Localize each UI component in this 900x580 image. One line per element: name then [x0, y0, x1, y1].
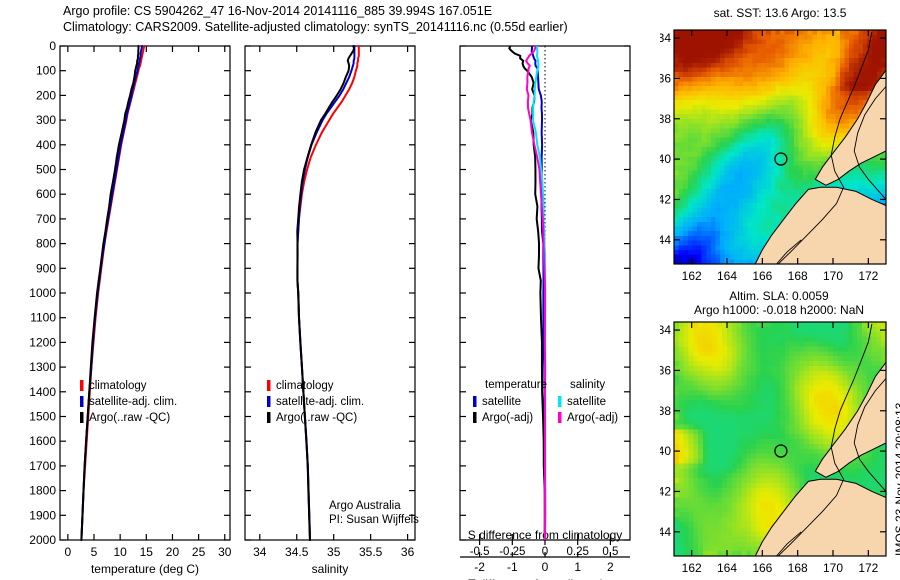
difference-profile-plot: -2 -1 0 1 2 T difference from climatology -0.5…	[459, 45, 631, 580]
figure-title-line2: Climatology: CARS2009. Satellite-adjuste…	[63, 20, 568, 34]
svg-text:166: 166	[752, 269, 772, 283]
svg-text:-36: -36	[660, 71, 671, 85]
svg-text:-38: -38	[660, 112, 671, 126]
svg-text:1900: 1900	[29, 508, 56, 522]
svg-text:5: 5	[91, 545, 98, 559]
svg-text:600: 600	[36, 187, 56, 201]
sst-map: 162 164 166 168 170 172 -34 -36 -38 -40 -42 -44	[660, 29, 887, 283]
svg-text:162: 162	[682, 269, 702, 283]
svg-text:-44: -44	[660, 525, 671, 539]
svg-text:-0.5: -0.5	[470, 546, 490, 558]
svg-text:temperature (deg C): temperature (deg C)	[91, 562, 199, 576]
svg-text:172: 172	[858, 561, 878, 575]
sla-map: 162 164 166 168 170 172 -34 -36 -38 -40 -42 -44	[660, 321, 887, 575]
svg-text:PI: Susan Wijffels: PI: Susan Wijffels	[329, 514, 419, 526]
svg-text:400: 400	[36, 138, 56, 152]
svg-text:35: 35	[327, 545, 341, 559]
svg-text:1700: 1700	[29, 459, 56, 473]
svg-text:1: 1	[574, 560, 581, 574]
figure-title-line1: Argo profile: CS 5904262_47 16-Nov-2014 …	[63, 4, 493, 18]
svg-text:20: 20	[166, 545, 180, 559]
svg-text:satellite-adj. clim.: satellite-adj. clim.	[89, 396, 177, 408]
svg-text:0: 0	[542, 546, 548, 558]
svg-text:34.5: 34.5	[285, 545, 309, 559]
svg-text:Argo(..raw -QC): Argo(..raw -QC)	[276, 412, 357, 424]
svg-text:900: 900	[36, 261, 56, 275]
svg-text:700: 700	[36, 212, 56, 226]
svg-text:1200: 1200	[29, 335, 56, 349]
svg-text:2000: 2000	[29, 533, 56, 547]
svg-text:-44: -44	[660, 233, 671, 247]
svg-text:satellite-adj. clim.: satellite-adj. clim.	[276, 396, 364, 408]
svg-text:Argo Australia: Argo Australia	[329, 500, 401, 512]
svg-text:500: 500	[36, 163, 56, 177]
svg-text:-38: -38	[660, 404, 671, 418]
sla-map-title-line2: Argo h1000: -0.018 h2000: NaN	[693, 303, 865, 317]
svg-text:15: 15	[140, 545, 154, 559]
svg-text:Argo(-adj): Argo(-adj)	[482, 412, 533, 424]
svg-text:0.5: 0.5	[602, 546, 618, 558]
svg-text:100: 100	[36, 64, 56, 78]
svg-text:162: 162	[682, 561, 702, 575]
svg-text:-40: -40	[660, 444, 671, 458]
svg-text:temperature: temperature	[485, 379, 547, 391]
svg-text:10: 10	[113, 545, 127, 559]
svg-text:800: 800	[36, 237, 56, 251]
svg-text:1600: 1600	[29, 434, 56, 448]
svg-text:1000: 1000	[29, 286, 56, 300]
svg-text:-36: -36	[660, 363, 671, 377]
svg-text:168: 168	[788, 269, 808, 283]
svg-text:-0.25: -0.25	[499, 546, 525, 558]
svg-text:0.25: 0.25	[566, 546, 588, 558]
svg-text:salinity: salinity	[312, 562, 349, 576]
svg-text:1800: 1800	[29, 484, 56, 498]
svg-text:164: 164	[717, 269, 737, 283]
svg-text:25: 25	[192, 545, 206, 559]
sst-map-title: sat. SST: 13.6 Argo: 13.5	[713, 6, 847, 20]
svg-text:172: 172	[858, 269, 878, 283]
imos-credit: IMOS 23-Nov-2014 20:08:13	[893, 402, 900, 556]
svg-text:-42: -42	[660, 484, 671, 498]
salinity-profile-plot: 34 34.5 35 35.5 36 salinity climatology satelli…	[244, 45, 419, 576]
svg-text:climatology: climatology	[89, 380, 147, 392]
svg-text:170: 170	[823, 269, 843, 283]
svg-text:-40: -40	[660, 152, 671, 166]
svg-text:-34: -34	[660, 31, 671, 45]
svg-text:30: 30	[218, 545, 232, 559]
svg-text:0: 0	[49, 39, 56, 53]
svg-text:34: 34	[253, 545, 267, 559]
svg-text:Argo(-adj): Argo(-adj)	[567, 412, 618, 424]
svg-text:1300: 1300	[29, 360, 56, 374]
svg-text:salinity: salinity	[570, 379, 605, 391]
svg-text:0: 0	[542, 560, 549, 574]
svg-text:36: 36	[401, 545, 415, 559]
svg-text:satellite: satellite	[482, 396, 521, 408]
svg-text:T difference from climatology: T difference from climatology	[468, 577, 622, 580]
svg-text:166: 166	[752, 561, 772, 575]
svg-text:170: 170	[823, 561, 843, 575]
svg-text:-2: -2	[474, 560, 485, 574]
svg-text:35.5: 35.5	[359, 545, 383, 559]
svg-text:164: 164	[717, 561, 737, 575]
svg-text:1500: 1500	[29, 410, 56, 424]
svg-text:-34: -34	[660, 323, 671, 337]
svg-text:168: 168	[788, 561, 808, 575]
svg-text:1100: 1100	[30, 311, 56, 325]
svg-text:climatology: climatology	[276, 380, 334, 392]
svg-text:satellite: satellite	[567, 396, 606, 408]
svg-text:Argo(..raw -QC): Argo(..raw -QC)	[89, 412, 170, 424]
sla-map-title-line1: Altim. SLA: 0.0059	[729, 289, 829, 303]
temperature-profile-plot: 0100200300400500600700800900100011001200…	[29, 39, 232, 576]
svg-text:0: 0	[65, 545, 72, 559]
svg-text:-42: -42	[660, 192, 671, 206]
svg-text:300: 300	[36, 113, 56, 127]
svg-text:-1: -1	[507, 560, 518, 574]
svg-text:1400: 1400	[29, 385, 56, 399]
svg-text:2: 2	[607, 560, 614, 574]
svg-text:200: 200	[36, 88, 56, 102]
